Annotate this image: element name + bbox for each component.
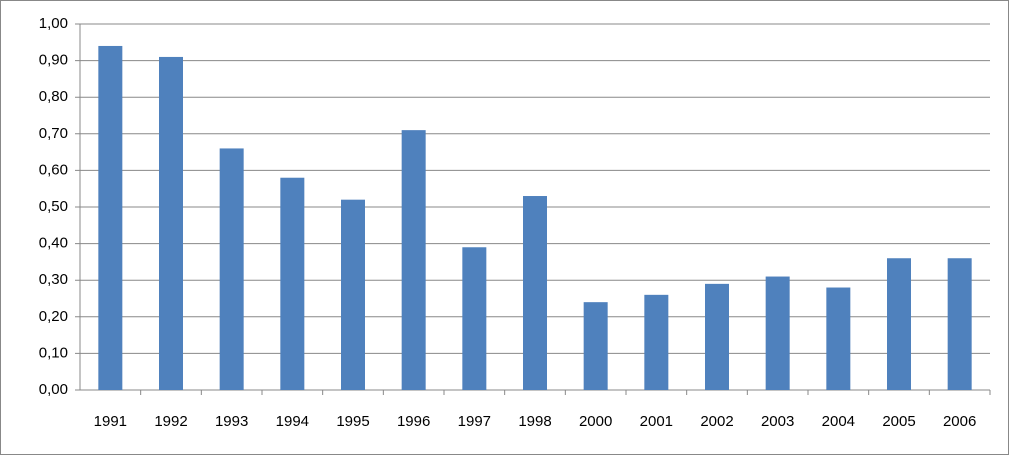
y-tick-label: 0,90 xyxy=(39,52,68,69)
x-tick-label: 1996 xyxy=(397,413,430,430)
bar xyxy=(219,148,244,390)
bar xyxy=(280,177,305,390)
y-tick-label: 0,20 xyxy=(39,308,68,325)
x-tick-label: 1994 xyxy=(276,413,309,430)
y-tick-label: 0,30 xyxy=(39,271,68,288)
bar xyxy=(583,302,608,390)
x-tick-label: 2003 xyxy=(761,413,794,430)
bar xyxy=(705,283,729,390)
bar xyxy=(765,276,790,390)
bar xyxy=(523,196,547,390)
bar xyxy=(159,56,183,390)
y-tick-label: 0,60 xyxy=(39,161,68,178)
bar xyxy=(887,258,911,390)
bar xyxy=(644,294,669,390)
x-tick-label: 2006 xyxy=(943,413,976,430)
y-tick-label: 0,10 xyxy=(39,344,68,361)
y-tick-label: 1,00 xyxy=(39,15,68,32)
bar xyxy=(947,258,972,390)
x-tick-label: 1995 xyxy=(336,413,369,430)
x-tick-label: 2000 xyxy=(579,413,612,430)
x-tick-label: 2001 xyxy=(640,413,673,430)
bar xyxy=(401,130,426,390)
x-tick-label: 2005 xyxy=(882,413,915,430)
x-tick-label: 1993 xyxy=(215,413,248,430)
x-tick-label: 1998 xyxy=(518,413,551,430)
y-tick-label: 0,00 xyxy=(39,381,68,398)
y-tick-label: 0,70 xyxy=(39,125,68,142)
y-tick-label: 0,80 xyxy=(39,88,68,105)
y-tick-label: 0,50 xyxy=(39,198,68,215)
bar xyxy=(462,247,487,390)
x-tick-label: 1997 xyxy=(458,413,491,430)
x-tick-label: 2002 xyxy=(700,413,733,430)
bar xyxy=(826,287,851,390)
bar xyxy=(98,45,123,391)
x-tick-label: 1992 xyxy=(154,413,187,430)
y-tick-label: 0,40 xyxy=(39,235,68,252)
x-tick-label: 2004 xyxy=(822,413,855,430)
bar xyxy=(341,199,365,390)
x-tick-label: 1991 xyxy=(94,413,127,430)
